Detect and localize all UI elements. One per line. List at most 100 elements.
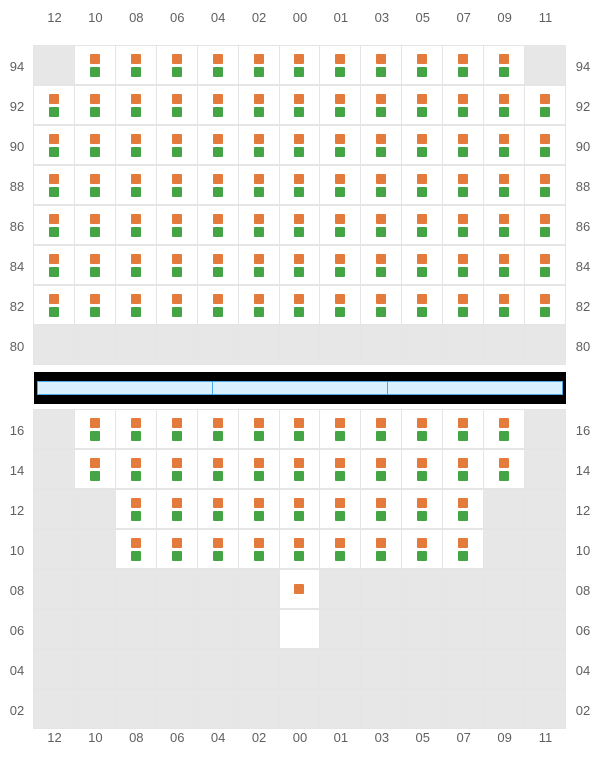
seat[interactable]	[115, 45, 157, 85]
seat[interactable]	[442, 285, 484, 325]
seat[interactable]	[319, 529, 361, 569]
seat[interactable]	[401, 165, 443, 205]
seat[interactable]	[156, 529, 198, 569]
seat[interactable]	[33, 85, 75, 125]
seat[interactable]	[156, 165, 198, 205]
seat[interactable]	[238, 245, 280, 285]
seat[interactable]	[442, 45, 484, 85]
seat[interactable]	[360, 409, 402, 449]
seat[interactable]	[115, 449, 157, 489]
seat[interactable]	[401, 285, 443, 325]
seat[interactable]	[279, 165, 321, 205]
seat[interactable]	[115, 285, 157, 325]
seat[interactable]	[360, 449, 402, 489]
seat[interactable]	[279, 449, 321, 489]
seat[interactable]	[319, 409, 361, 449]
seat[interactable]	[483, 125, 525, 165]
seat[interactable]	[238, 489, 280, 529]
seat[interactable]	[442, 85, 484, 125]
seat[interactable]	[197, 489, 239, 529]
seat[interactable]	[524, 125, 566, 165]
seat[interactable]	[524, 165, 566, 205]
seat[interactable]	[238, 449, 280, 489]
seat[interactable]	[74, 125, 116, 165]
seat[interactable]	[319, 285, 361, 325]
seat[interactable]	[74, 45, 116, 85]
seat[interactable]	[401, 85, 443, 125]
seat[interactable]	[197, 245, 239, 285]
seat[interactable]	[74, 285, 116, 325]
seat[interactable]	[483, 85, 525, 125]
seat[interactable]	[33, 245, 75, 285]
seat[interactable]	[156, 205, 198, 245]
seat[interactable]	[156, 285, 198, 325]
seat[interactable]	[115, 529, 157, 569]
seat[interactable]	[279, 489, 321, 529]
seat[interactable]	[238, 529, 280, 569]
seat[interactable]	[319, 125, 361, 165]
seat[interactable]	[524, 285, 566, 325]
seat[interactable]	[238, 409, 280, 449]
seat[interactable]	[442, 125, 484, 165]
seat[interactable]	[156, 449, 198, 489]
seat[interactable]	[115, 489, 157, 529]
seat[interactable]	[360, 205, 402, 245]
seat[interactable]	[33, 165, 75, 205]
seat[interactable]	[360, 85, 402, 125]
seat[interactable]	[319, 85, 361, 125]
seat[interactable]	[483, 285, 525, 325]
seat[interactable]	[238, 125, 280, 165]
seat[interactable]	[156, 125, 198, 165]
seat[interactable]	[483, 165, 525, 205]
seat[interactable]	[319, 245, 361, 285]
seat[interactable]	[197, 449, 239, 489]
seat[interactable]	[156, 85, 198, 125]
seat[interactable]	[401, 529, 443, 569]
seat[interactable]	[401, 125, 443, 165]
seat[interactable]	[74, 449, 116, 489]
seat[interactable]	[401, 409, 443, 449]
seat[interactable]	[360, 529, 402, 569]
seat[interactable]	[197, 205, 239, 245]
seat[interactable]	[156, 245, 198, 285]
seat[interactable]	[360, 45, 402, 85]
seat[interactable]	[33, 205, 75, 245]
seat[interactable]	[319, 165, 361, 205]
seat[interactable]	[115, 85, 157, 125]
seat[interactable]	[279, 569, 321, 609]
seat[interactable]	[319, 45, 361, 85]
seat[interactable]	[442, 409, 484, 449]
seat[interactable]	[74, 85, 116, 125]
seat[interactable]	[238, 165, 280, 205]
seat[interactable]	[115, 165, 157, 205]
seat[interactable]	[360, 285, 402, 325]
seat[interactable]	[74, 165, 116, 205]
seat[interactable]	[401, 205, 443, 245]
seat[interactable]	[197, 165, 239, 205]
seat[interactable]	[483, 205, 525, 245]
seat[interactable]	[238, 285, 280, 325]
seat[interactable]	[279, 245, 321, 285]
seat[interactable]	[238, 205, 280, 245]
seat[interactable]	[360, 165, 402, 205]
seat[interactable]	[483, 45, 525, 85]
seat[interactable]	[197, 125, 239, 165]
seat[interactable]	[319, 489, 361, 529]
seat[interactable]	[442, 449, 484, 489]
seat[interactable]	[279, 125, 321, 165]
seat[interactable]	[483, 245, 525, 285]
seat[interactable]	[279, 409, 321, 449]
seat[interactable]	[360, 125, 402, 165]
seat[interactable]	[115, 125, 157, 165]
seat[interactable]	[279, 285, 321, 325]
seat[interactable]	[319, 449, 361, 489]
seat[interactable]	[197, 285, 239, 325]
seat[interactable]	[74, 245, 116, 285]
seat[interactable]	[279, 85, 321, 125]
seat[interactable]	[156, 489, 198, 529]
seat[interactable]	[483, 409, 525, 449]
seat[interactable]	[156, 409, 198, 449]
seat[interactable]	[360, 245, 402, 285]
seat[interactable]	[197, 529, 239, 569]
seat[interactable]	[33, 285, 75, 325]
